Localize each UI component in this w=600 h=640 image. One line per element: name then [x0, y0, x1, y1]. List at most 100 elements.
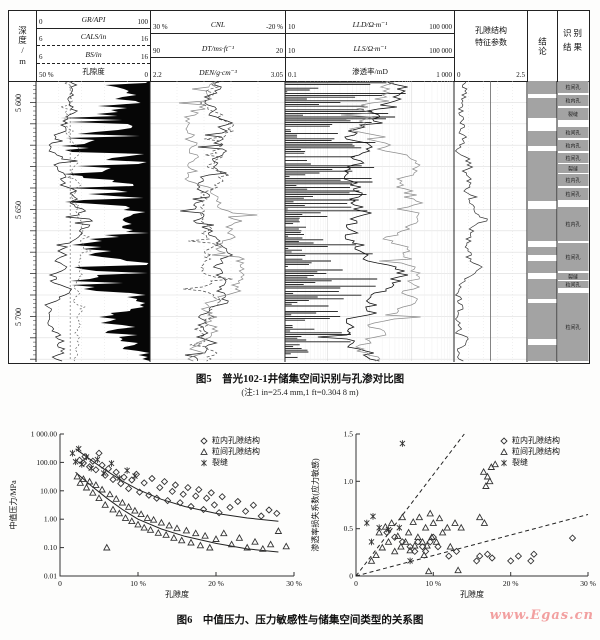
x-axis-label: 孔隙度 [460, 589, 484, 599]
figure6-caption: 图6 中值压力、压力敏感性与储集空间类型的关系图 [176, 615, 424, 626]
track2-header: 30 % CNL -20 % 90 DT/ms·ft⁻¹ 20 2.2 DEN/g·cm⁻³ 3… [150, 11, 285, 81]
result-header: 识别结果 [557, 11, 589, 81]
series-diamond [383, 528, 577, 565]
x-tick-label: 10 % [425, 579, 441, 588]
svg-text:粒间孔: 粒间孔 [565, 191, 580, 198]
svg-text:粒内孔: 粒内孔 [565, 98, 580, 105]
x-axis-label: 孔隙度 [165, 589, 189, 599]
x-tick-label: 30 % [286, 579, 302, 588]
svg-text:裂缝: 裂缝 [568, 111, 578, 118]
track4-label: 孔隙结构 特征参数 [475, 26, 507, 47]
log-header: 深度/m 0 GR/API 100 6 CALS/in 16 6 BS/in 16 50 % 孔隙度 0… [9, 11, 589, 82]
depth-label: 5 600 [14, 94, 23, 112]
svg-text:粒间孔: 粒间孔 [565, 155, 580, 162]
legend-label: 粒内孔隙结构 [212, 436, 260, 445]
depth-header: 深度/m [17, 25, 28, 67]
den-curve [183, 81, 235, 362]
cnl-curve [180, 81, 234, 362]
depth-label: 5 700 [14, 308, 23, 326]
legend-item: 粒间孔隙结构 [198, 446, 260, 457]
track2-curves [178, 81, 258, 362]
svg-text:裂缝: 裂缝 [568, 166, 578, 173]
scale-row: 6 BS/in 16 [37, 46, 150, 64]
legend-item: 粒内孔隙结构 [198, 435, 260, 446]
y-tick-label: 1 000.00 [31, 430, 58, 439]
track1-header: 0 GR/API 100 6 CALS/in 16 6 BS/in 16 50 % 孔隙度 0 [36, 11, 150, 81]
x-tick-label: 0 [354, 579, 358, 588]
svg-text:粒内孔: 粒内孔 [565, 177, 580, 184]
y-tick-label: 0.5 [344, 524, 354, 533]
series-asterisk [69, 445, 138, 482]
watermark: www.Egas.cn [489, 608, 594, 623]
svg-text:裂缝: 裂缝 [568, 274, 578, 281]
svg-text:粒内孔: 粒内孔 [565, 143, 580, 150]
median-pressure-chart: 1 000.00 100.00 10.00 1.00 0.10 0.01 0 10 % 20 %… [6, 426, 306, 606]
legend-label: 粒间孔隙结构 [512, 447, 560, 456]
chartL-svg: 1 000.00 100.00 10.00 1.00 0.10 0.010 10 % 20 %… [8, 430, 302, 600]
pore-structure-curve [454, 81, 488, 362]
legend: 粒内孔隙结构 粒间孔隙结构 裂缝 [198, 435, 260, 468]
track3-curves [285, 81, 424, 362]
scale-row: 10 LLS/Ω·m⁻¹ 100 000 [286, 34, 454, 58]
figure5-caption: 图5 普光102-1井储集空间识别与孔渗对比图 [195, 374, 405, 385]
scale-row: 0.1 渗透率/mD 1 000 [288, 66, 452, 79]
figure5-caption-note: (注:1 in=25.4 mm,1 ft=0.304 8 m) [241, 387, 359, 397]
x-tick-label: 20 % [208, 579, 224, 588]
scale-row: 6 CALS/in 16 [37, 29, 150, 46]
svg-text:粒间孔: 粒间孔 [565, 324, 580, 331]
x-tick-label: 0 [58, 579, 62, 588]
y-tick-label: 10.00 [40, 486, 57, 495]
y-tick-label: 0.01 [44, 572, 57, 581]
y-tick-label: 0 [349, 572, 353, 581]
svg-text:粒内孔: 粒内孔 [565, 221, 580, 228]
depth-label: 5 650 [14, 201, 23, 219]
y-tick-label: 1.0 [344, 477, 354, 486]
scale-row: 10 LLD/Ω·m⁻¹ 100 000 [286, 11, 454, 35]
legend-item: 裂缝 [498, 457, 560, 468]
legend-label: 粒间孔隙结构 [212, 447, 260, 456]
gr-curve [44, 81, 94, 362]
series-triangle [73, 472, 290, 552]
series-triangle [367, 460, 499, 575]
track4-curves [454, 81, 491, 362]
x-tick-label: 20 % [503, 579, 519, 588]
chartR-svg: 0 0.5 1.0 1.5 0 10 % 20 % 30 % 孔隙度 渗透率损失系数(应力敏感) [310, 430, 596, 600]
log-plot-area: 粒间孔粒内孔裂缝粒间孔粒内孔粒间孔裂缝粒内孔粒间孔粒内孔粒间孔裂缝粒间孔粒间孔5… [14, 81, 589, 362]
cals-curve [60, 81, 92, 362]
y-axis-label: 渗透率损失系数(应力敏感) [310, 458, 320, 552]
y-tick-label: 1.5 [344, 430, 354, 439]
legend-label: 裂缝 [212, 458, 228, 467]
scale-row: 2.2 DEN/g·cm⁻³ 3.05 [153, 67, 283, 79]
track1-curves [44, 81, 150, 362]
legend-item: 裂缝 [198, 457, 260, 468]
y-tick-label: 100.00 [36, 458, 57, 467]
guide-line [355, 514, 589, 577]
y-axis-label: 中值压力/MPa [8, 480, 18, 530]
y-tick-label: 0.10 [44, 543, 57, 552]
legend: 粒内孔隙结构 粒间孔隙结构 裂缝 [498, 435, 560, 468]
track4-header: 孔隙结构 特征参数 0 2.5 [454, 11, 527, 81]
series-diamond [75, 449, 281, 520]
legend-item: 粒内孔隙结构 [498, 435, 560, 446]
guide-line [355, 433, 465, 577]
legend-label: 裂缝 [512, 458, 528, 467]
lld-curve [317, 81, 409, 362]
scale-row: 50 % 孔隙度 0 [39, 67, 148, 79]
conclusion-zones [528, 81, 557, 361]
svg-text:粒间孔: 粒间孔 [565, 84, 580, 91]
track3-header: 10 LLD/Ω·m⁻¹ 100 000 10 LLS/Ω·m⁻¹ 100 000 0.1 渗… [285, 11, 454, 81]
scale-row: 0 GR/API 100 [37, 11, 150, 29]
porosity-fill [60, 81, 150, 361]
svg-text:粒间孔: 粒间孔 [565, 282, 580, 289]
well-log-figure: 深度/m 0 GR/API 100 6 CALS/in 16 6 BS/in 16 50 % 孔隙度 0… [8, 10, 590, 364]
svg-text:粒间孔: 粒间孔 [565, 254, 580, 261]
scale-row: 90 DT/ms·ft⁻¹ 20 [151, 34, 285, 58]
x-tick-label: 10 % [130, 579, 146, 588]
scale-row: 30 % CNL -20 % [151, 11, 285, 35]
dt-curve [178, 81, 258, 362]
y-tick-label: 1.00 [44, 515, 57, 524]
legend-item: 粒间孔隙结构 [498, 446, 560, 457]
legend-label: 粒内孔隙结构 [512, 436, 560, 445]
